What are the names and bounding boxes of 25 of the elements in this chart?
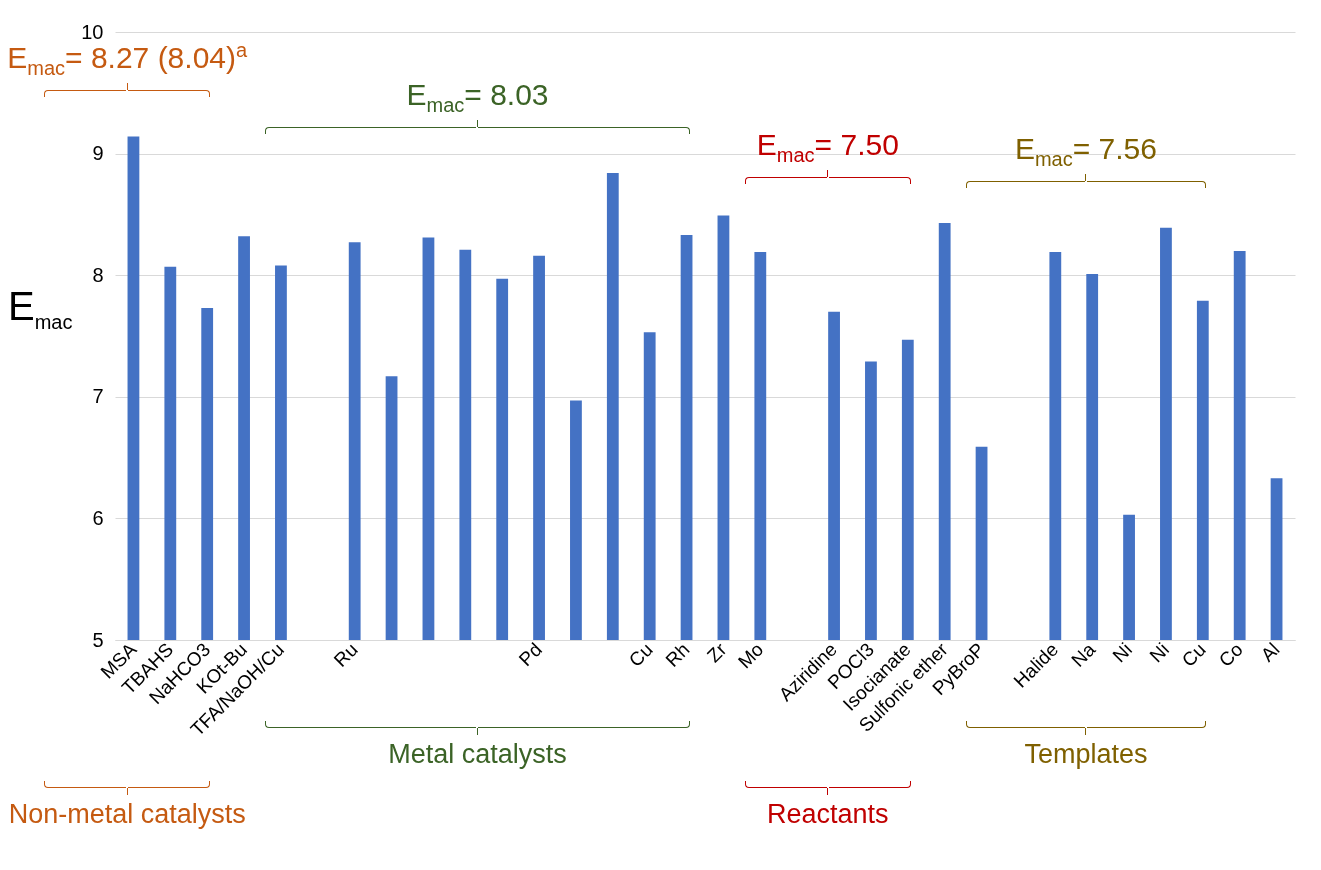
text: Reactants	[767, 799, 889, 829]
x-tick-label: Mo	[733, 638, 768, 673]
text: Non-metal catalysts	[8, 799, 246, 829]
annotation: E$_{mac}$= 8.03	[406, 77, 549, 116]
y-tick-label: 6	[92, 506, 104, 529]
x-tick-label: Al	[1256, 638, 1284, 666]
x-tick-label: Ni	[1108, 638, 1137, 667]
y-tick-label: 5	[92, 628, 104, 651]
x-tick-label: Cu	[624, 638, 657, 671]
text: Templates	[1024, 739, 1148, 769]
x-tick-label: Ni	[1145, 638, 1174, 667]
annotation: E$_{mac}$= 7.56	[1014, 132, 1157, 171]
x-tick-label: Co	[1214, 638, 1247, 671]
x-tick-label: Na	[1067, 638, 1100, 671]
x-tick-label: Pd	[514, 638, 547, 671]
y-tick-label: 7	[92, 385, 104, 408]
y-axis-title: E$_{mac}$	[8, 284, 73, 333]
x-tick-label: Zr	[702, 638, 731, 667]
annotation: E$_{mac}$= 7.50	[756, 127, 899, 166]
x-tick-label: Ru	[329, 638, 362, 671]
y-tick-label: 9	[92, 142, 104, 165]
text: Metal catalysts	[388, 739, 567, 769]
x-tick-label: Cu	[1177, 638, 1210, 671]
y-tick-label: 8	[92, 263, 104, 286]
x-tick-label: Rh	[661, 638, 694, 671]
